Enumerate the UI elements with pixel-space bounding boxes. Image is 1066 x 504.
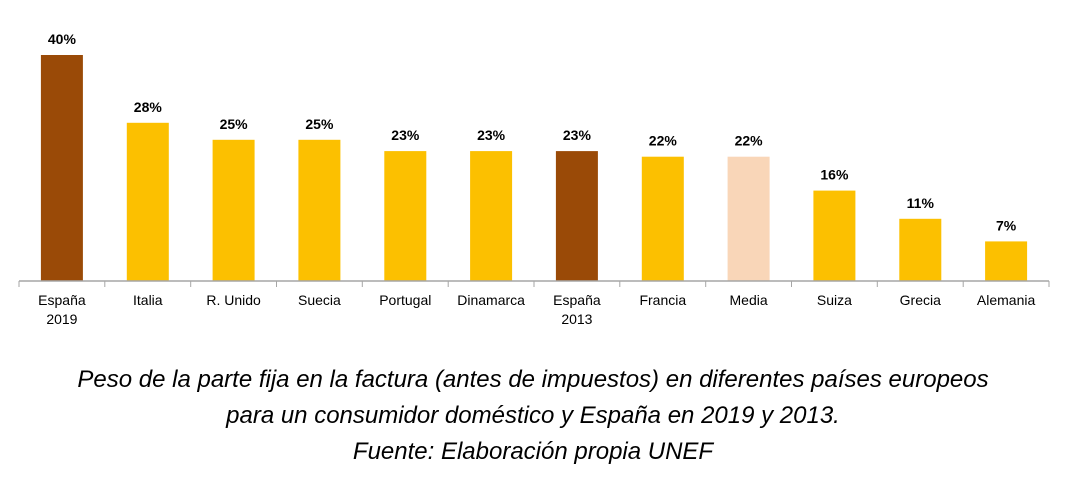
value-label-3: 25%	[305, 116, 334, 132]
value-labels-group: 40% 28% 25% 25% 23% 23% 23% 22% 22% 16% 11% 7%	[48, 31, 1017, 233]
bar-8	[727, 156, 770, 281]
tick-label-11-0: Alemania	[977, 292, 1036, 308]
bar-9	[813, 190, 856, 281]
value-label-0: 40%	[48, 31, 77, 47]
value-label-5: 23%	[477, 127, 506, 143]
tick-label-9-0: Suiza	[817, 292, 852, 308]
bar-11	[985, 241, 1028, 281]
tick-label-0-1: 2019	[46, 311, 77, 327]
caption-line-2: para un consumidor doméstico y España en…	[226, 402, 840, 429]
value-label-1: 28%	[134, 99, 163, 115]
bar-2	[212, 139, 255, 282]
value-label-9: 16%	[820, 167, 849, 183]
value-label-2: 25%	[220, 116, 249, 132]
tick-label-8-0: Media	[730, 292, 768, 308]
bar-6	[555, 151, 598, 281]
tick-label-10-0: Grecia	[900, 292, 941, 308]
bar-7	[641, 156, 684, 281]
bar-1	[126, 122, 169, 281]
value-label-4: 23%	[391, 127, 420, 143]
x-ticks-group: España 2019 Italia R. Unido Suecia Portugal Di…	[18, 281, 1050, 327]
value-label-7: 22%	[649, 133, 678, 149]
bar-chart: 40% 28% 25% 25% 23% 23% 23% 22% 22% 16% 11% 7% Espa…	[18, 31, 1050, 327]
tick-label-0-0: España	[38, 292, 86, 308]
bar-4	[384, 151, 427, 281]
value-label-8: 22%	[735, 133, 764, 149]
bar-0	[40, 55, 83, 281]
tick-label-5-0: Dinamarca	[457, 292, 525, 308]
tick-label-6-1: 2013	[561, 311, 592, 327]
tick-label-7-0: Francia	[639, 292, 686, 308]
bars-group	[40, 55, 1028, 282]
value-label-6: 23%	[563, 127, 592, 143]
tick-label-6-0: España	[553, 292, 601, 308]
bar-5	[470, 151, 513, 281]
tick-label-4-0: Portugal	[379, 292, 431, 308]
value-label-11: 7%	[996, 217, 1017, 233]
figure-caption: Peso de la parte fija en la factura (ant…	[0, 362, 1066, 470]
tick-label-3-0: Suecia	[298, 292, 341, 308]
tick-label-1-0: Italia	[133, 292, 163, 308]
caption-line-1: Peso de la parte fija en la factura (ant…	[77, 366, 989, 393]
bar-3	[298, 139, 341, 282]
value-label-10: 11%	[907, 195, 935, 211]
tick-label-2-0: R. Unido	[206, 292, 261, 308]
caption-line-3: Fuente: Elaboración propia UNEF	[352, 438, 714, 465]
bar-10	[899, 218, 942, 281]
